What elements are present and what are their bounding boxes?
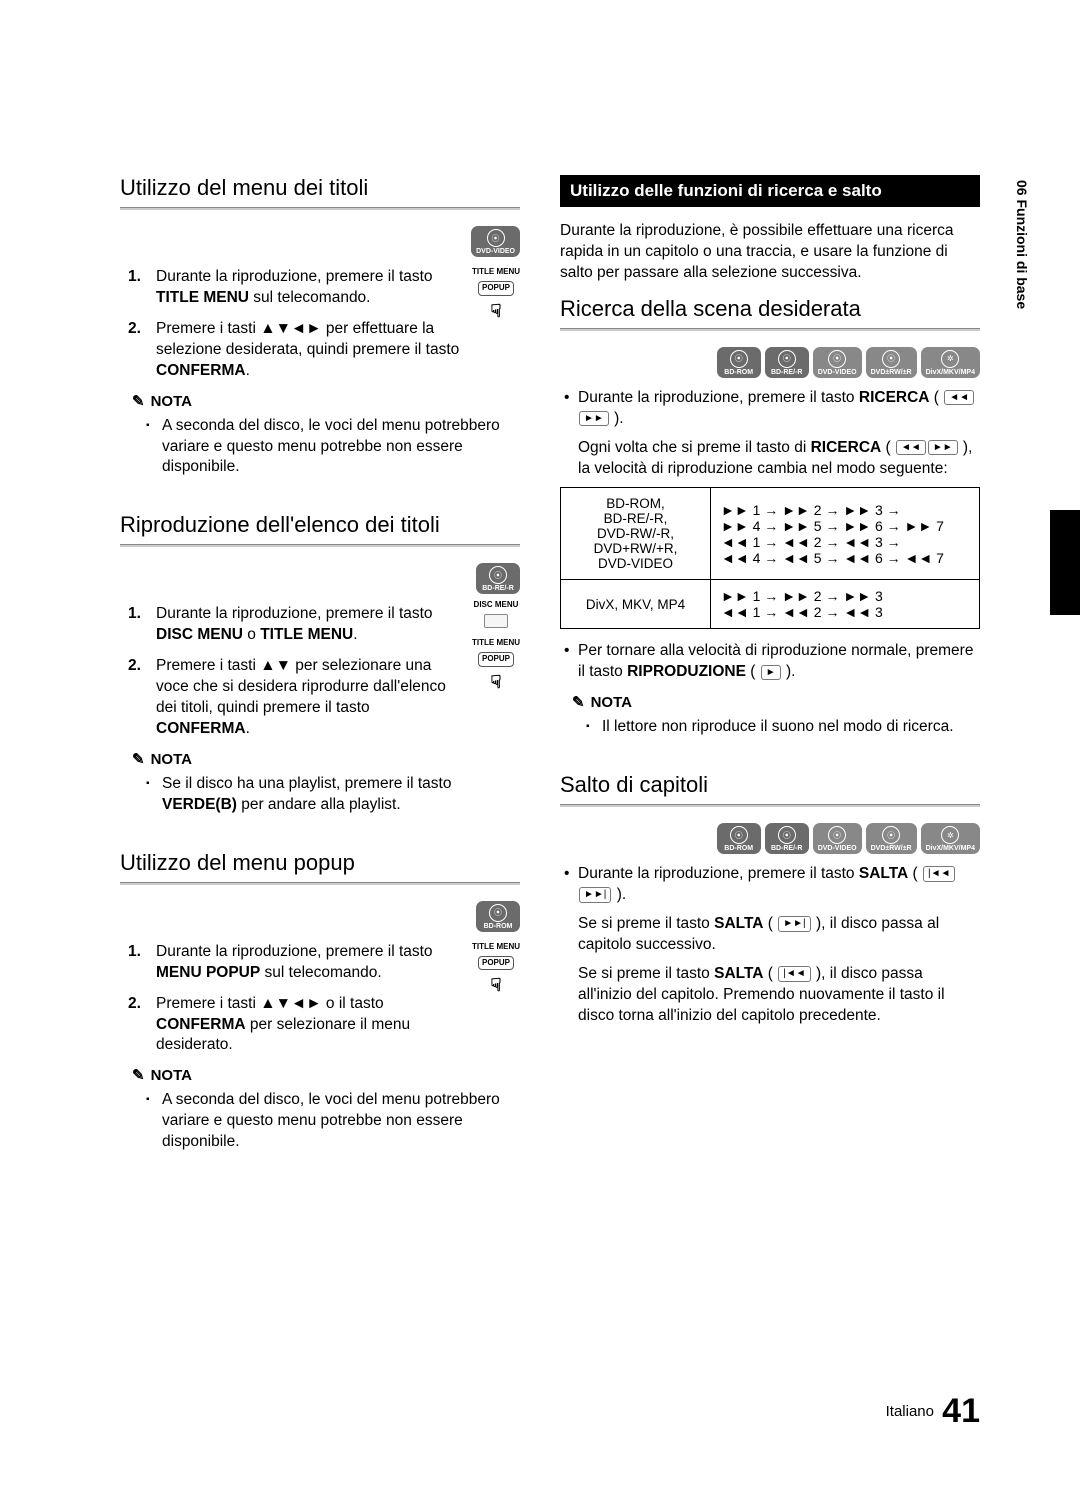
table-cell: BD-ROM, BD-RE/-R, DVD-RW/-R, DVD+RW/+R, … bbox=[561, 488, 711, 580]
step: 2. Premere i tasti ▲▼◄► o il tasto CONFE… bbox=[120, 994, 520, 1057]
right-col: Utilizzo delle funzioni di ricerca e sal… bbox=[560, 175, 980, 1187]
bullets: Durante la riproduzione, premere il tast… bbox=[560, 864, 980, 906]
bullet: Durante la riproduzione, premere il tast… bbox=[560, 864, 980, 906]
columns: Utilizzo del menu dei titoli ⦿DVD-VIDEO … bbox=[120, 175, 980, 1187]
bullet: Durante la riproduzione, premere il tast… bbox=[560, 388, 980, 430]
page: 06 Funzioni di base Utilizzo del menu de… bbox=[0, 0, 1080, 1491]
table-cell: ►► 1 → ►► 2 → ►► 3 → ►► 4 → ►► 5 → ►► 6 … bbox=[711, 488, 980, 580]
note-item: A seconda del disco, le voci del menu po… bbox=[162, 1090, 520, 1153]
bullets: Durante la riproduzione, premere il tast… bbox=[560, 388, 980, 430]
page-number: 41 bbox=[942, 1392, 980, 1430]
intro-text: Durante la riproduzione, è possibile eff… bbox=[560, 221, 980, 284]
disc-badges: ⦿BD-ROM ⦿BD-RE/-R ⦿DVD-VIDEO ⦿DVD±RW/±R … bbox=[560, 347, 980, 378]
section-title-menu: Utilizzo del menu dei titoli ⦿DVD-VIDEO … bbox=[120, 175, 520, 478]
disc-badges: ⦿BD-ROM bbox=[120, 901, 520, 932]
footer: Italiano 41 bbox=[886, 1392, 980, 1431]
disc-badge: ⦿BD-ROM bbox=[717, 347, 761, 378]
next-icon: ►►| bbox=[579, 887, 611, 903]
prev-icon: |◄◄ bbox=[923, 866, 955, 882]
disc-badge: ⦿DVD±RW/±R bbox=[866, 823, 917, 854]
disc-badge: ⦿DVD-VIDEO bbox=[471, 226, 520, 257]
table-cell: ►► 1 → ►► 2 → ►► 3 ◄◄ 1 → ◄◄ 2 → ◄◄ 3 bbox=[711, 580, 980, 629]
step: 2. Premere i tasti ▲▼ per selezionare un… bbox=[120, 656, 520, 740]
note-heading: NOTA bbox=[132, 1066, 520, 1084]
note-list: Il lettore non riproduce il suono nel mo… bbox=[560, 717, 980, 738]
disc-badge: ⦿DVD±RW/±R bbox=[866, 347, 917, 378]
next-icon: ►►| bbox=[778, 916, 810, 932]
rule bbox=[560, 804, 980, 807]
note-heading: NOTA bbox=[132, 750, 520, 768]
heading: Utilizzo del menu dei titoli bbox=[120, 175, 520, 201]
left-col: Utilizzo del menu dei titoli ⦿DVD-VIDEO … bbox=[120, 175, 520, 1187]
heading: Utilizzo del menu popup bbox=[120, 850, 520, 876]
forward-icon: ►► bbox=[928, 440, 958, 456]
section-popup-menu: Utilizzo del menu popup ⦿BD-ROM 1. Duran… bbox=[120, 850, 520, 1153]
section-chapter-skip: Salto di capitoli ⦿BD-ROM ⦿BD-RE/-R ⦿DVD… bbox=[560, 772, 980, 1026]
rule bbox=[560, 328, 980, 331]
rewind-icon: ◄◄ bbox=[896, 440, 926, 456]
note-item: A seconda del disco, le voci del menu po… bbox=[162, 416, 520, 479]
table-row: DivX, MKV, MP4 ►► 1 → ►► 2 → ►► 3 ◄◄ 1 →… bbox=[561, 580, 980, 629]
heading: Ricerca della scena desiderata bbox=[560, 296, 980, 322]
note-heading: NOTA bbox=[572, 693, 980, 711]
play-icon: ► bbox=[761, 665, 781, 681]
section-bar: Utilizzo delle funzioni di ricerca e sal… bbox=[560, 175, 980, 207]
disc-badge: ⦿BD-ROM bbox=[476, 901, 520, 932]
footer-lang: Italiano bbox=[886, 1403, 934, 1420]
disc-badge: ⦿BD-RE/-R bbox=[765, 823, 809, 854]
heading: Salto di capitoli bbox=[560, 772, 980, 798]
disc-badge: ✲DivX/MKV/MP4 bbox=[921, 347, 980, 378]
text: Se si preme il tasto SALTA ( |◄◄ ), il d… bbox=[560, 964, 980, 1027]
steps: 1. Durante la riproduzione, premere il t… bbox=[120, 267, 520, 382]
table-row: BD-ROM, BD-RE/-R, DVD-RW/-R, DVD+RW/+R, … bbox=[561, 488, 980, 580]
bullet: Per tornare alla velocità di riproduzion… bbox=[560, 641, 980, 683]
note-item: Se il disco ha una playlist, premere il … bbox=[162, 774, 520, 816]
title-menu-icon: TITLE MENU POPUP bbox=[472, 942, 520, 998]
bullets: Per tornare alla velocità di riproduzion… bbox=[560, 641, 980, 683]
text: Se si preme il tasto SALTA ( ►►| ), il d… bbox=[560, 914, 980, 956]
step: 1. Durante la riproduzione, premere il t… bbox=[120, 942, 520, 984]
note-list: A seconda del disco, le voci del menu po… bbox=[120, 1090, 520, 1153]
steps: 1. Durante la riproduzione, premere il t… bbox=[120, 604, 520, 740]
section-scene-search: Ricerca della scena desiderata ⦿BD-ROM ⦿… bbox=[560, 296, 980, 738]
speed-table: BD-ROM, BD-RE/-R, DVD-RW/-R, DVD+RW/+R, … bbox=[560, 487, 980, 629]
note-heading: NOTA bbox=[132, 392, 520, 410]
disc-badge: ⦿BD-RE/-R bbox=[476, 563, 520, 594]
note-item: Il lettore non riproduce il suono nel mo… bbox=[602, 717, 980, 738]
disc-badge: ✲DivX/MKV/MP4 bbox=[921, 823, 980, 854]
prev-icon: |◄◄ bbox=[778, 966, 810, 982]
forward-icon: ►► bbox=[579, 411, 609, 427]
table-cell: DivX, MKV, MP4 bbox=[561, 580, 711, 629]
disc-badge: ⦿DVD-VIDEO bbox=[813, 347, 862, 378]
note-list: Se il disco ha una playlist, premere il … bbox=[120, 774, 520, 816]
heading: Riproduzione dell'elenco dei titoli bbox=[120, 512, 520, 538]
note-list: A seconda del disco, le voci del menu po… bbox=[120, 416, 520, 479]
rule bbox=[120, 544, 520, 547]
disc-badges: ⦿BD-RE/-R bbox=[120, 563, 520, 594]
step: 1. Durante la riproduzione, premere il t… bbox=[120, 267, 520, 309]
step: 2. Premere i tasti ▲▼◄► per effettuare l… bbox=[120, 319, 520, 382]
rule bbox=[120, 207, 520, 210]
rewind-icon: ◄◄ bbox=[944, 390, 974, 406]
disc-badges: ⦿DVD-VIDEO bbox=[120, 226, 520, 257]
rule bbox=[120, 882, 520, 885]
disc-badge: ⦿BD-RE/-R bbox=[765, 347, 809, 378]
disc-badge: ⦿DVD-VIDEO bbox=[813, 823, 862, 854]
text: Ogni volta che si preme il tasto di RICE… bbox=[560, 438, 980, 480]
title-menu-icon: TITLE MENU POPUP bbox=[472, 267, 520, 323]
disc-badges: ⦿BD-ROM ⦿BD-RE/-R ⦿DVD-VIDEO ⦿DVD±RW/±R … bbox=[560, 823, 980, 854]
side-tab: 06 Funzioni di base bbox=[1014, 180, 1030, 309]
section-title-list: Riproduzione dell'elenco dei titoli ⦿BD-… bbox=[120, 512, 520, 815]
thumb-tab bbox=[1050, 510, 1080, 615]
step: 1. Durante la riproduzione, premere il t… bbox=[120, 604, 520, 646]
disc-badge: ⦿BD-ROM bbox=[717, 823, 761, 854]
steps: 1. Durante la riproduzione, premere il t… bbox=[120, 942, 520, 1057]
